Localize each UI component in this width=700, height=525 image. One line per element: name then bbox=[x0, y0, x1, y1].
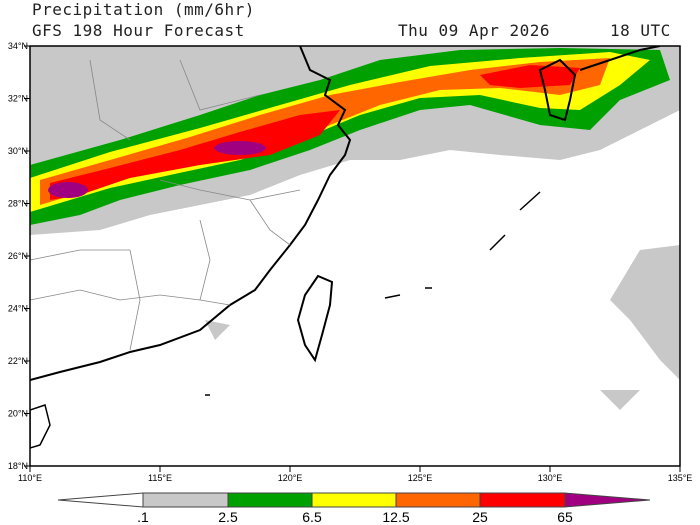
colorbar-segment-gray bbox=[142, 492, 229, 508]
colorbar-segment-yellow bbox=[311, 492, 397, 508]
colorbar-segment-red bbox=[479, 492, 566, 508]
ryukyu-islands bbox=[205, 191, 541, 396]
precip-patch-gray bbox=[205, 245, 680, 410]
lon-tick-label: 110°E bbox=[18, 473, 42, 483]
lon-tick-label: 115°E bbox=[148, 473, 172, 483]
colorbar-label: 12.5 bbox=[382, 509, 409, 525]
chart-title: Precipitation (mm/6hr) bbox=[32, 0, 255, 19]
hainan-outline bbox=[30, 404, 51, 449]
lat-tick-label: 34°N bbox=[8, 41, 28, 51]
colorbar-segment-green bbox=[227, 492, 313, 508]
valid-time: 18 UTC bbox=[610, 21, 671, 40]
japan-kyushu-outline bbox=[538, 46, 661, 122]
lon-tick-label: 125°E bbox=[408, 473, 433, 483]
valid-date: Thu 09 Apr 2026 bbox=[398, 21, 550, 40]
colorbar-segment-purple bbox=[564, 492, 651, 508]
colorbar-segment-orange bbox=[395, 492, 481, 508]
colorbar-label: 2.5 bbox=[218, 509, 238, 525]
precip-max-purple-central bbox=[214, 141, 266, 155]
forecast-subtitle: GFS 198 Hour Forecast bbox=[32, 21, 245, 40]
colorbar-segment-white bbox=[57, 492, 144, 508]
lon-tick-label: 120°E bbox=[278, 473, 303, 483]
lat-tick-label: 30°N bbox=[8, 146, 28, 156]
lat-tick-label: 22°N bbox=[8, 356, 28, 366]
colorbar-label: .1 bbox=[137, 509, 149, 525]
map-area bbox=[30, 46, 680, 466]
colorbar: .1 2.5 6.5 12.5 25 65 bbox=[57, 492, 651, 525]
lat-tick-label: 24°N bbox=[8, 304, 28, 314]
taiwan-outline bbox=[296, 274, 334, 363]
lat-tick-label: 20°N bbox=[8, 409, 28, 419]
precip-band-yellow bbox=[30, 52, 650, 212]
precip-max-purple-west bbox=[48, 182, 88, 198]
province-borders bbox=[30, 59, 301, 351]
china-coastline bbox=[30, 46, 352, 381]
lat-tick-label: 18°N bbox=[8, 461, 28, 471]
lon-tick-label: 130°E bbox=[538, 473, 563, 483]
lat-tick-label: 26°N bbox=[8, 251, 28, 261]
colorbar-label: 65 bbox=[557, 509, 573, 525]
colorbar-label: 25 bbox=[472, 509, 488, 525]
axis-ticks: 110°E 115°E 120°E 125°E 130°E 135°E 34°N 32°N 30… bbox=[8, 41, 692, 483]
precip-patch-red-east bbox=[480, 65, 580, 88]
precip-band-red bbox=[50, 110, 340, 200]
lon-tick-label: 135°E bbox=[668, 473, 693, 483]
lat-tick-label: 32°N bbox=[8, 94, 28, 104]
lat-tick-label: 28°N bbox=[8, 199, 28, 209]
colorbar-label: 6.5 bbox=[302, 509, 322, 525]
